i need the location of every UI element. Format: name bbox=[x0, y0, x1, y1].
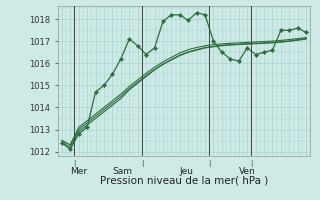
X-axis label: Pression niveau de la mer( hPa ): Pression niveau de la mer( hPa ) bbox=[100, 175, 268, 185]
Text: |: | bbox=[250, 160, 252, 167]
Text: |: | bbox=[208, 160, 211, 167]
Text: |: | bbox=[73, 160, 76, 167]
Text: Ven: Ven bbox=[239, 167, 256, 176]
Text: Jeu: Jeu bbox=[180, 167, 194, 176]
Text: Mer: Mer bbox=[70, 167, 87, 176]
Text: Sam: Sam bbox=[112, 167, 132, 176]
Text: |: | bbox=[141, 160, 143, 167]
